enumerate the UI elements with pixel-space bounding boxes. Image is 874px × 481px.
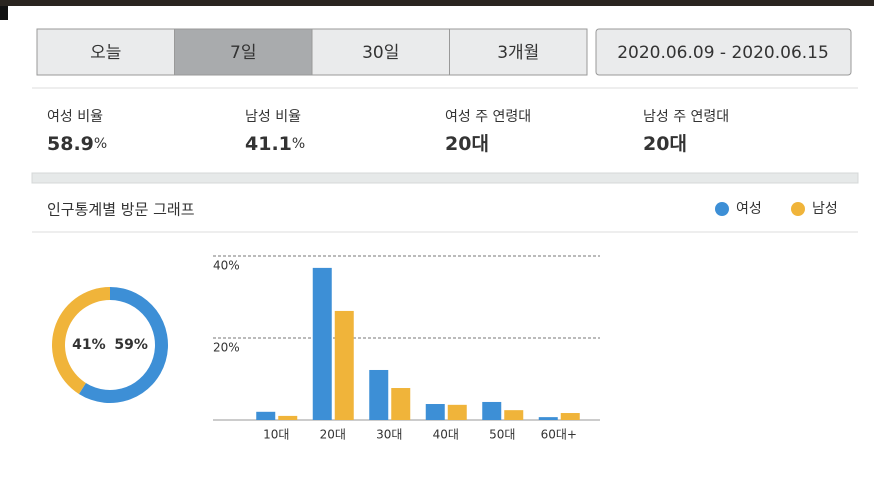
bar <box>504 410 524 420</box>
donut-label: 59% <box>114 337 148 353</box>
bar <box>256 411 276 420</box>
x-tick-label: 10대 <box>263 428 289 442</box>
x-tick-label: 40대 <box>433 428 459 442</box>
bar <box>334 310 354 420</box>
stat-number: 20대 <box>445 133 489 155</box>
stat-value: 41.1% <box>245 133 305 155</box>
tab[interactable] <box>174 28 313 76</box>
bar <box>538 417 558 420</box>
stat-value: 20대 <box>445 133 489 155</box>
stat-number: 20대 <box>643 133 687 155</box>
y-tick-label: 40% <box>213 259 240 273</box>
stat-label: 남성 비율 <box>245 109 301 125</box>
stat-number: 41.1 <box>245 133 292 155</box>
stat-label: 남성 주 연령대 <box>643 109 729 125</box>
band <box>31 172 859 184</box>
bar <box>369 369 389 420</box>
x-tick-label: 20대 <box>320 428 346 442</box>
top-strip <box>0 0 874 6</box>
y-tick-label: 20% <box>213 341 240 355</box>
date-box[interactable] <box>595 28 852 76</box>
tab-label: 7일 <box>230 43 256 63</box>
donut-segment <box>52 287 110 394</box>
x-tick-label: 50대 <box>489 428 515 442</box>
tab-label: 3개월 <box>497 43 539 63</box>
tab[interactable] <box>449 28 588 76</box>
tab-label: 30일 <box>362 43 399 63</box>
stat-label: 여성 주 연령대 <box>445 109 531 125</box>
x-tick-label: 30대 <box>376 428 402 442</box>
stat-value: 20대 <box>643 133 687 155</box>
legend-label: 여성 <box>736 201 762 217</box>
bar <box>482 401 502 420</box>
bar <box>425 404 445 420</box>
stat-value: 58.9% <box>47 133 107 155</box>
donut-segment <box>78 287 169 403</box>
bar <box>278 415 298 420</box>
donut-label: 41% <box>72 337 106 353</box>
bar <box>391 388 411 420</box>
x-tick-label: 60대+ <box>541 428 577 442</box>
stat-number: 58.9 <box>47 133 94 155</box>
bar <box>447 404 467 420</box>
legend-swatch <box>791 202 805 216</box>
legend-swatch <box>715 202 729 216</box>
stat-unit: % <box>292 136 305 152</box>
stat-unit: % <box>94 136 107 152</box>
section-title: 인구통계별 방문 그래프 <box>47 201 195 219</box>
corner <box>0 6 8 20</box>
stats: 여성 비율 58.9% 남성 비율 41.1% 여성 주 연령대 20대 남성 주 연령대 2… <box>47 109 729 155</box>
tab[interactable] <box>311 28 450 76</box>
legend-label: 남성 <box>812 201 838 217</box>
bar <box>560 413 580 420</box>
stat-label: 여성 비율 <box>47 109 103 125</box>
tab[interactable] <box>36 28 175 76</box>
date-range: 2020.06.09 - 2020.06.15 <box>617 43 829 63</box>
tabs: 오늘 7일 30일 3개월 <box>36 28 588 76</box>
bar <box>312 267 332 420</box>
tab-label: 오늘 <box>90 43 121 63</box>
